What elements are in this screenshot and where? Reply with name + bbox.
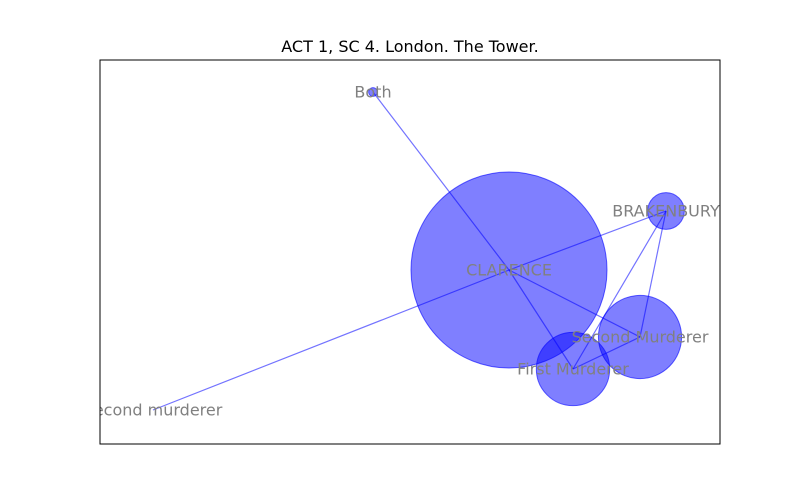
node-second-murderer	[597, 294, 683, 380]
node-clarence	[410, 171, 608, 369]
node-label-both: Both	[354, 83, 391, 102]
node-label-second-murderer: Second Murderer	[572, 328, 709, 347]
figure-title: ACT 1, SC 4. London. The Tower.	[281, 37, 538, 56]
node-label-brakenbury: BRAKENBURY	[612, 202, 720, 221]
node-label-first-murderer: First Murderer	[517, 360, 629, 379]
node-brakenbury	[647, 192, 685, 230]
node-both	[368, 87, 378, 97]
plot-frame	[99, 59, 721, 445]
nodes-layer	[368, 87, 685, 407]
node-label-second-murderer-lower: Second murderer	[84, 401, 223, 420]
node-first-murderer	[535, 331, 611, 407]
node-label-clarence: CLARENCE	[466, 261, 552, 280]
labels-layer: Both CLARENCE BRAKENBURY Second Murderer Fir…	[84, 83, 720, 420]
